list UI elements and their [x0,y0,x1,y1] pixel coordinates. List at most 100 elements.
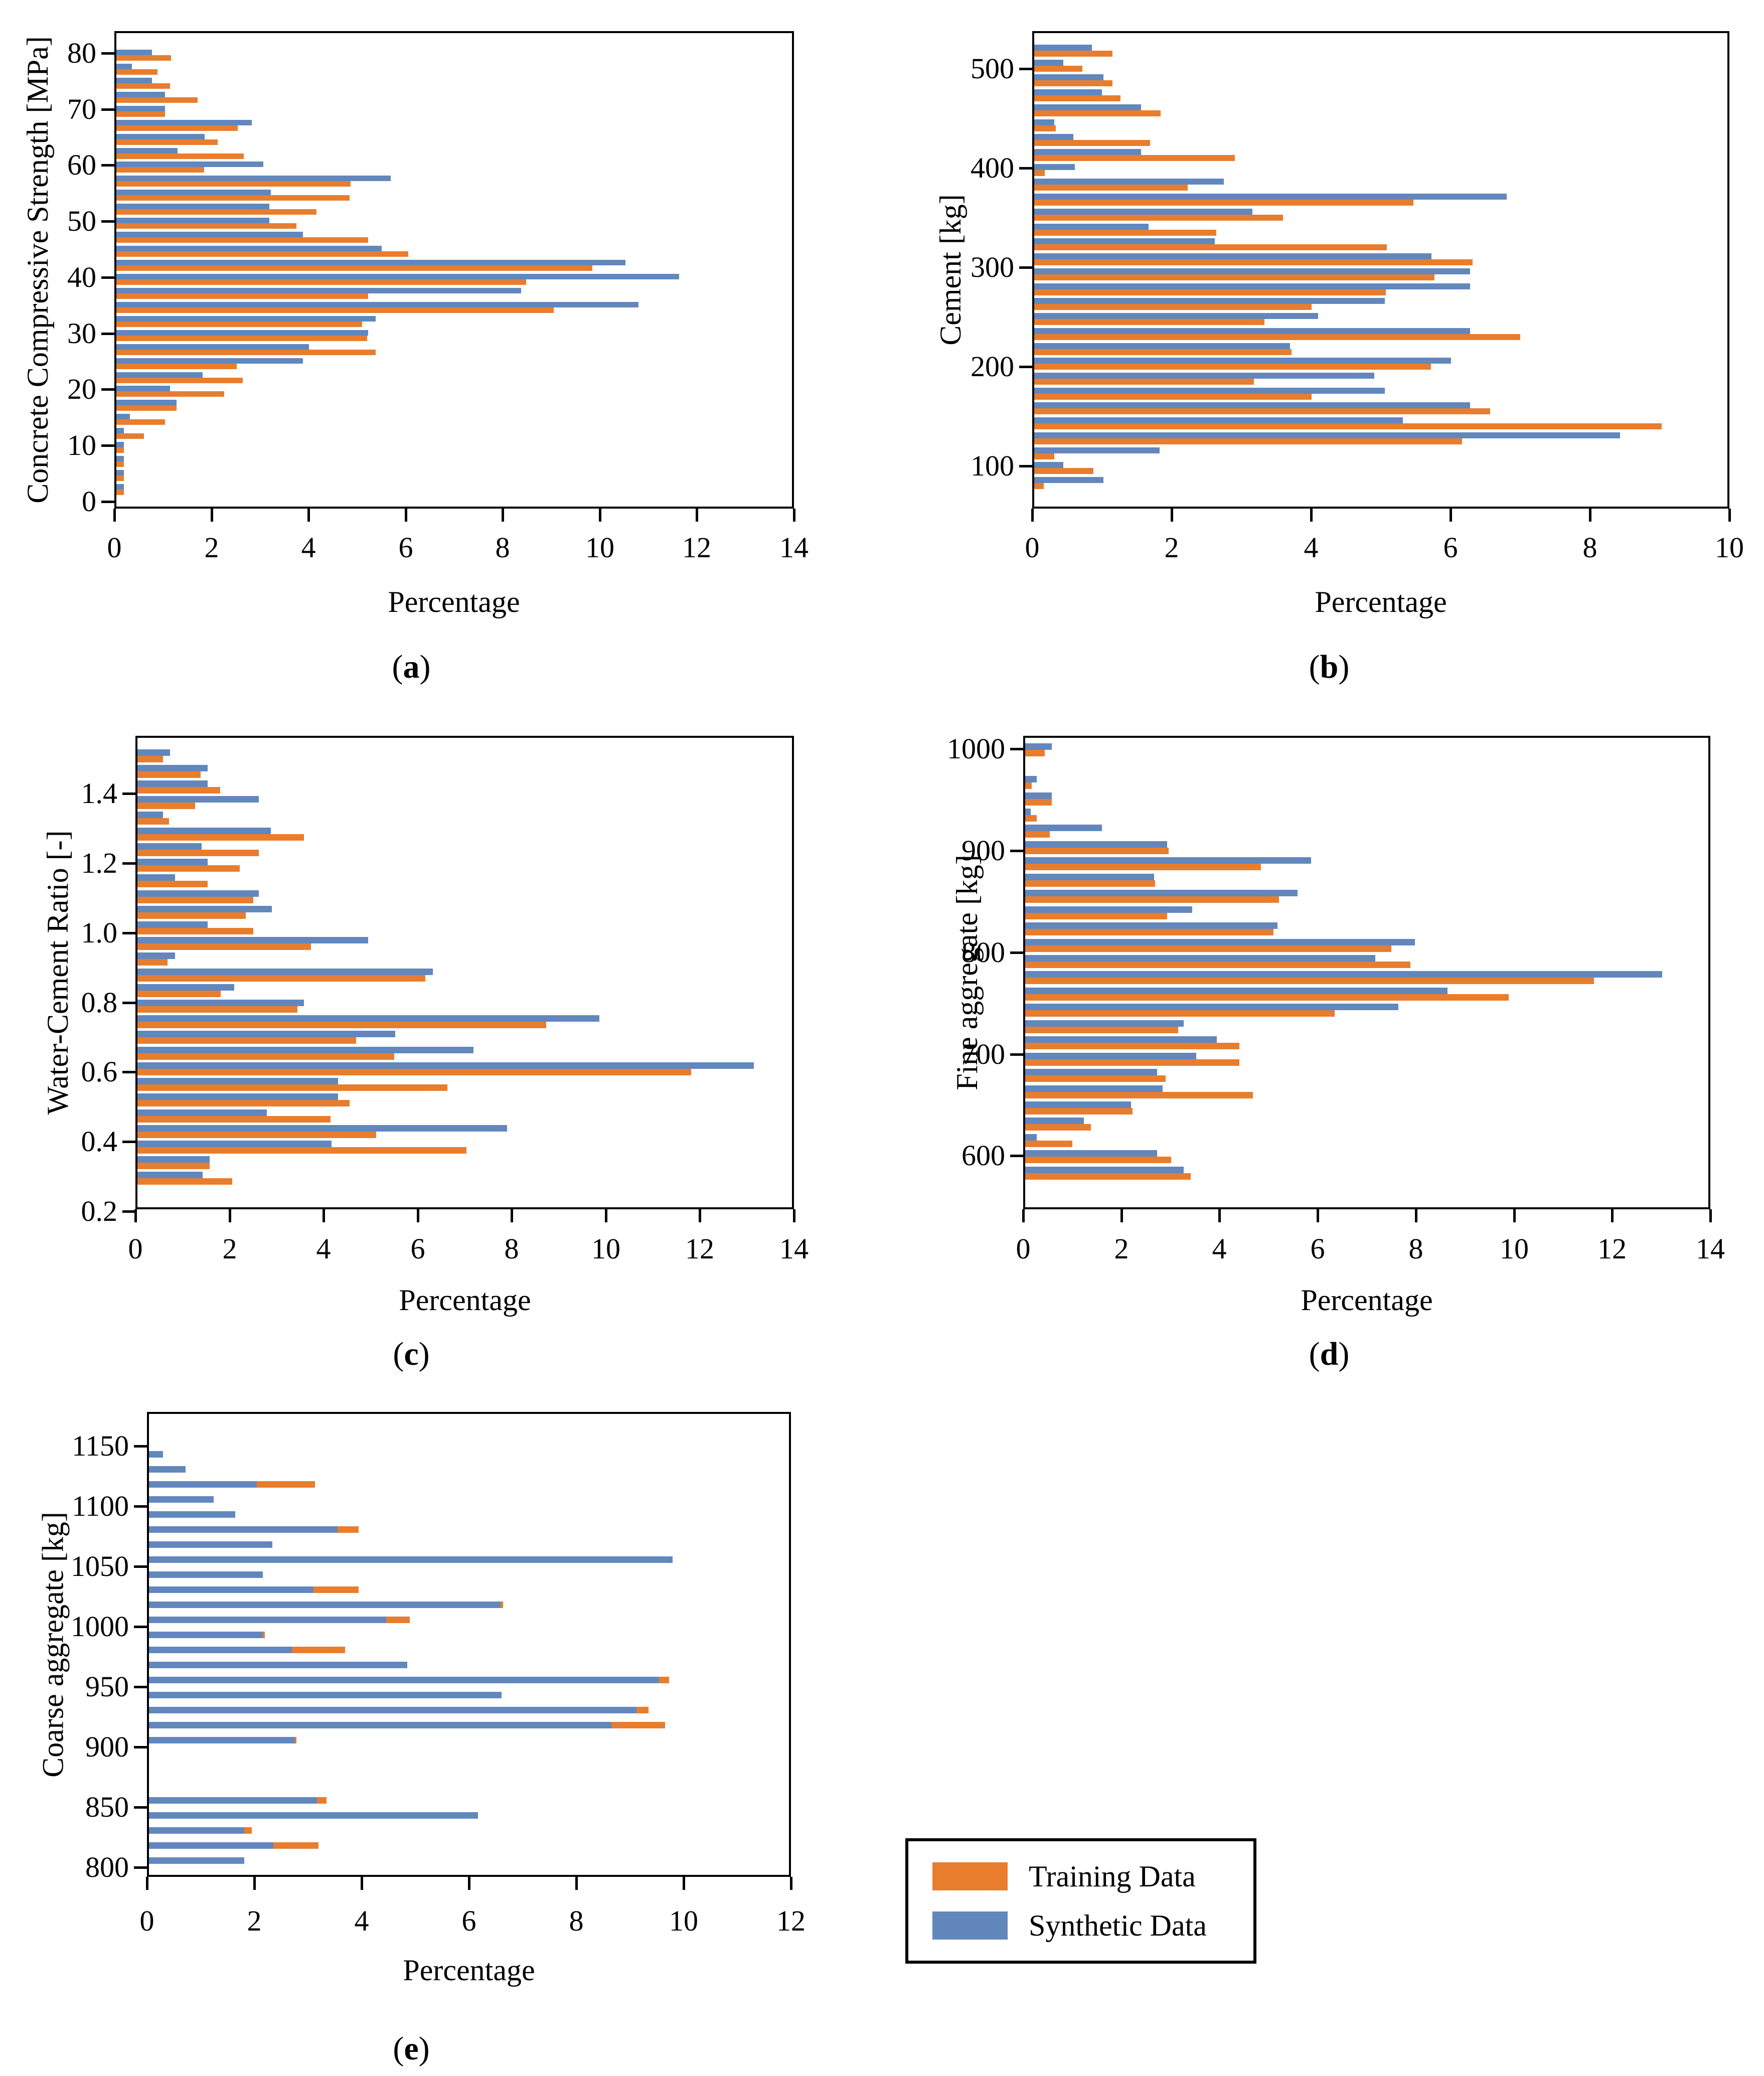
y-tick-label: 40 [67,261,96,293]
y-tick-mark [1019,167,1032,170]
x-tick-label: 12 [1597,1232,1627,1265]
y-tick-label: 500 [971,52,1014,85]
bar-synthetic [1025,825,1102,831]
synthetic-color-swatch [932,1911,1008,1940]
x-tick-mark [1031,509,1034,522]
y-tick-mark [122,932,135,934]
plot-area [1023,736,1710,1209]
bar-synthetic [116,78,152,83]
subfigure-caption: (d) [1309,1336,1350,1372]
x-axis-title: Percentage [1315,585,1447,618]
x-tick-label: 10 [1715,531,1744,564]
x-tick-mark [1450,509,1452,522]
bar-training [137,834,304,841]
y-tick-label: 0.6 [81,1055,118,1088]
bar-training [1025,831,1050,838]
bar-synthetic [149,1842,273,1849]
bar-synthetic [137,1141,332,1147]
x-tick-mark [211,509,213,522]
bar-synthetic [116,176,391,181]
bar-training [149,1737,296,1743]
bar-synthetic [137,1062,754,1069]
bar-synthetic [1025,955,1375,962]
legend-label: Training Data [1029,1859,1196,1893]
bar-synthetic [137,984,234,991]
bar-training [137,1037,356,1044]
x-tick-mark [699,1209,701,1222]
bar-training [116,322,362,327]
bar-synthetic [1025,1069,1157,1075]
legend-item-synthetic: Synthetic Data [932,1908,1207,1942]
y-tick-mark [101,220,114,223]
bar-training [1034,408,1490,414]
x-tick-label: 14 [1696,1232,1725,1265]
bar-training [1034,51,1112,57]
x-tick-label: 10 [591,1232,620,1265]
bar-synthetic [137,1125,507,1132]
bar-training [149,1632,265,1638]
bar-training [149,1722,665,1728]
y-tick-mark [134,1746,147,1748]
x-tick-label: 0 [128,1232,143,1265]
bar-synthetic [1034,209,1252,215]
bar-synthetic [137,906,272,912]
bar-synthetic [149,1812,478,1819]
bar-synthetic [149,1722,611,1728]
bar-synthetic [116,456,124,461]
bar-training [137,928,253,934]
bar-training [149,1677,669,1683]
x-tick-label: 8 [1408,1232,1423,1265]
x-tick-label: 12 [682,531,711,564]
x-tick-mark [361,1877,363,1890]
bar-synthetic [137,1093,338,1100]
bar-training [1034,244,1387,250]
y-tick-label: 0.8 [81,986,118,1019]
bar-training [1034,319,1264,325]
plot-area [1032,31,1729,509]
bar-synthetic [116,428,124,433]
legend-box: Training Data Synthetic Data [905,1838,1256,1964]
bar-training [149,1617,410,1623]
bar-synthetic [137,780,208,787]
bar-synthetic [149,1827,244,1834]
bar-training [137,1100,350,1106]
bar-training [137,897,253,903]
y-tick-label: 200 [971,350,1014,383]
x-tick-label: 4 [354,1904,369,1937]
bar-synthetic [1025,776,1037,782]
bar-training [116,181,351,187]
bar-training [1034,274,1434,280]
bar-synthetic [149,1707,636,1713]
y-tick-mark [134,1626,147,1628]
bar-synthetic [116,246,382,251]
x-tick-mark [229,1209,231,1222]
bar-synthetic [116,470,124,475]
x-tick-mark [1709,1209,1712,1222]
legend-label: Synthetic Data [1029,1908,1207,1942]
y-tick-label: 50 [67,205,96,237]
x-tick-label: 4 [301,531,316,564]
bar-training [1034,394,1312,400]
bar-training [1025,929,1273,935]
x-tick-label: 0 [107,531,122,564]
bar-training [137,1116,331,1123]
bar-synthetic [1034,89,1102,95]
bar-training [1034,185,1188,191]
y-axis-title: Coarse aggregate [kg] [36,1512,70,1778]
y-tick-label: 900 [85,1730,129,1763]
bar-training [116,83,170,89]
bar-synthetic [149,1797,317,1804]
bar-synthetic [116,484,124,490]
bar-synthetic [1034,313,1318,319]
bar-training [1034,349,1292,355]
bar-training [137,1006,297,1013]
bar-synthetic [1025,1004,1398,1010]
x-axis-title: Percentage [1301,1284,1433,1317]
subfigure-caption: (c) [393,1336,430,1372]
bar-synthetic [1034,388,1385,394]
x-tick-mark [1171,509,1173,522]
bar-synthetic [116,260,625,265]
bar-synthetic [1025,1053,1196,1059]
